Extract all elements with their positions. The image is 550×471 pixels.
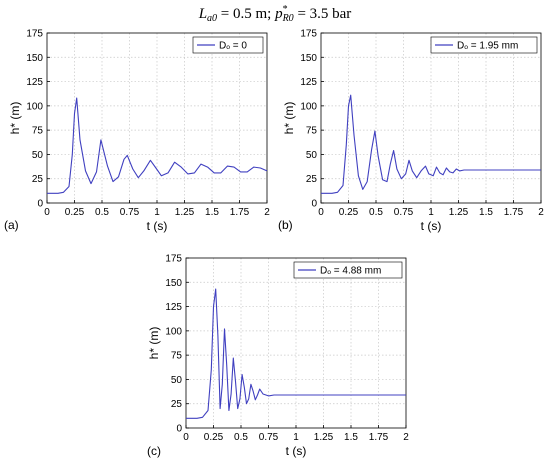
- x-tick-label-a: 0.5: [95, 207, 109, 218]
- x-tick-label-b: 1.25: [449, 207, 469, 218]
- y-tick-label-c: 150: [165, 278, 182, 289]
- y-tick-label-a: 0: [37, 199, 43, 210]
- x-tick-label-c: 0: [183, 432, 189, 443]
- panel-a: 0 0.25 0.5 0.75 1 1.25 1.5 1.75 2 0 25 50 75 100 125 15…: [4, 29, 270, 234]
- legend-label-b: Dₒ = 1.95 mm: [457, 41, 518, 52]
- y-tick-label-a: 100: [26, 101, 43, 112]
- y-tick-label-a: 175: [26, 29, 43, 40]
- x-tick-label-b: 1.5: [479, 207, 493, 218]
- y-tick-label-c: 175: [165, 254, 182, 265]
- x-tick-label-a: 2: [264, 207, 270, 218]
- x-tick-label-a: 0.25: [65, 207, 85, 218]
- legend-box-b: [430, 36, 538, 54]
- x-tick-label-b: 0: [318, 207, 324, 218]
- panel-c: 0 0.25 0.5 0.75 1 1.25 1.5 1.75 2 0 25 50 75 100 125 15…: [147, 254, 409, 459]
- x-tick-label-c: 0.75: [259, 432, 279, 443]
- x-tick-label-c: 1.75: [369, 432, 389, 443]
- x-axis-label-c: t (s): [286, 444, 307, 458]
- y-tick-label-b: 50: [306, 150, 318, 161]
- panel-b: 0 0.25 0.5 0.75 1 1.25 1.5 1.75 2 0 25 50 75 100 125 15…: [278, 29, 544, 234]
- legend-box-c: [293, 261, 403, 279]
- x-tick-label-a: 1.75: [230, 207, 250, 218]
- y-tick-label-b: 150: [300, 53, 317, 64]
- x-tick-label-c: 0.25: [204, 432, 224, 443]
- series-line-b: [321, 94, 541, 194]
- legend-label-a: Dₒ = 0: [219, 41, 247, 52]
- series-line-c: [186, 288, 406, 419]
- x-tick-label-b: 0.5: [369, 207, 383, 218]
- y-axis-label-a: h* (m): [8, 102, 22, 135]
- y-tick-label-a: 150: [26, 53, 43, 64]
- y-axis-label-c: h* (m): [147, 327, 161, 360]
- panel-label-c: (c): [147, 444, 161, 458]
- x-tick-label-a: 1.5: [205, 207, 219, 218]
- y-axis-label-b: h* (m): [282, 102, 296, 135]
- x-tick-label-c: 1.5: [344, 432, 358, 443]
- legend-label-c: Dₒ = 4.88 mm: [320, 266, 381, 277]
- legend-box-a: [192, 36, 264, 54]
- x-tick-label-b: 0.25: [339, 207, 359, 218]
- y-tick-label-a: 25: [32, 174, 44, 185]
- x-tick-label-c: 1: [293, 432, 299, 443]
- x-tick-label-a: 1.25: [175, 207, 195, 218]
- x-tick-label-b: 0.75: [394, 207, 414, 218]
- x-tick-label-b: 2: [538, 207, 544, 218]
- x-tick-label-a: 0: [44, 207, 50, 218]
- x-tick-label-b: 1.75: [504, 207, 524, 218]
- x-axis-label-b: t (s): [421, 219, 442, 233]
- y-tick-label-a: 125: [26, 77, 43, 88]
- y-tick-label-b: 25: [306, 174, 318, 185]
- y-tick-label-b: 75: [306, 126, 318, 137]
- y-tick-label-a: 50: [32, 150, 44, 161]
- figure-title: La0 = 0.5 m; p* R0 = 3.5 bar: [198, 4, 352, 24]
- y-tick-label-c: 50: [171, 375, 183, 386]
- series-line-a: [47, 97, 268, 194]
- panel-label-a: (a): [4, 218, 19, 232]
- x-tick-label-a: 0.75: [120, 207, 140, 218]
- y-tick-label-b: 100: [300, 101, 317, 112]
- y-tick-label-c: 100: [165, 326, 182, 337]
- x-tick-label-a: 1: [154, 207, 160, 218]
- y-tick-label-b: 0: [311, 199, 317, 210]
- x-tick-label-c: 1.25: [314, 432, 334, 443]
- panel-label-b: (b): [278, 218, 293, 232]
- y-tick-label-b: 175: [300, 29, 317, 40]
- title-sub-a0: a0: [207, 13, 217, 24]
- x-axis-label-a: t (s): [147, 219, 168, 233]
- y-tick-label-b: 125: [300, 77, 317, 88]
- x-tick-label-b: 1: [428, 207, 434, 218]
- y-tick-label-a: 75: [32, 126, 44, 137]
- y-tick-label-c: 125: [165, 302, 182, 313]
- x-tick-label-c: 2: [403, 432, 409, 443]
- y-tick-label-c: 75: [171, 351, 183, 362]
- x-tick-label-c: 0.5: [234, 432, 248, 443]
- y-tick-label-c: 0: [176, 424, 182, 435]
- y-tick-label-c: 25: [171, 399, 183, 410]
